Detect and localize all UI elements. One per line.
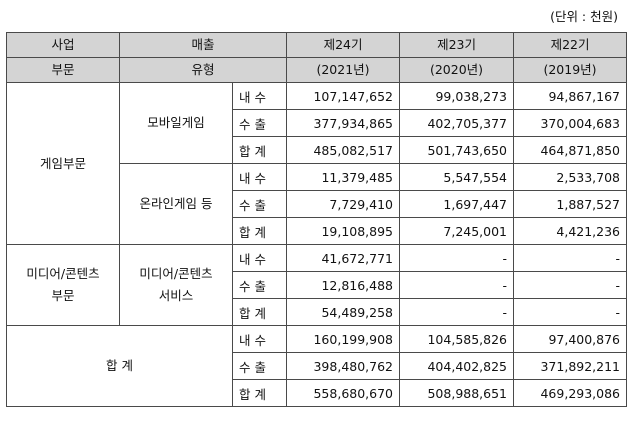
value-cell: - [399, 244, 515, 272]
value-cell: 5,547,554 [399, 163, 515, 191]
total-label-cell: 합 계 [6, 325, 233, 407]
row-label: 수 출 [231, 271, 288, 299]
value-cell: - [399, 298, 515, 326]
table-row: 수 출 7,729,410 1,697,447 1,887,527 [7, 190, 628, 218]
total-label: 합 계 [106, 358, 133, 373]
table-row: 게임부문 모바일게임 내 수 107,147,652 99,038,273 94… [6, 82, 628, 245]
row-label: 수 출 [231, 190, 288, 218]
value-cell: 1,887,527 [513, 190, 628, 218]
header-type-sub: 유형 [118, 57, 288, 83]
header-row-1: 사업 매출 제24기 제23기 제22기 [6, 32, 628, 58]
value-cell: 377,934,865 [286, 109, 401, 137]
value-cell: 469,293,086 [513, 379, 628, 407]
row-label: 합 계 [231, 217, 288, 245]
row-label: 내 수 [231, 244, 288, 272]
table-row: 합 계 54,489,258 - - [7, 298, 628, 326]
value-cell: 160,199,908 [286, 325, 401, 353]
unit-label: (단위 : 천원) [550, 9, 618, 24]
value-cell: 7,245,001 [399, 217, 515, 245]
value-cell: - [513, 244, 628, 272]
value-cell: 11,379,485 [286, 163, 401, 191]
row-label: 내 수 [231, 325, 288, 353]
row-label: 내 수 [231, 163, 288, 191]
value-cell: 12,816,488 [286, 271, 401, 299]
value-cell: 1,697,447 [399, 190, 515, 218]
value-cell: 54,489,258 [286, 298, 401, 326]
table-row: 합 계 19,108,895 7,245,001 4,421,236 [7, 217, 628, 245]
header-row-2: 부문 유형 (2021년) (2020년) (2019년) [6, 57, 628, 83]
header-year-23-sub: (2020년) [399, 57, 515, 83]
table-row: 미디어/콘텐츠 부문 미디어/콘텐츠 서비스 내 수 41,672,771 - … [6, 244, 628, 326]
sales-table: 사업 매출 제24기 제23기 제22기 부문 유형 (2021년) (2020… [6, 32, 628, 407]
header-year-22-sub: (2019년) [513, 57, 628, 83]
value-cell: 501,743,650 [399, 136, 515, 164]
value-cell: 404,402,825 [399, 352, 515, 380]
value-cell: - [399, 271, 515, 299]
header-segment-sub: 부문 [6, 57, 120, 83]
row-label: 수 출 [231, 352, 288, 380]
row-label: 합 계 [231, 298, 288, 326]
product-type-cell: 온라인게임 등 [119, 163, 233, 245]
value-cell: 402,705,377 [399, 109, 515, 137]
segment-cell: 미디어/콘텐츠 부문 [6, 244, 120, 326]
value-cell: - [513, 271, 628, 299]
value-cell: 19,108,895 [286, 217, 401, 245]
value-cell: 464,871,850 [513, 136, 628, 164]
value-cell: 41,672,771 [286, 244, 401, 272]
row-label: 수 출 [231, 109, 288, 137]
product-type-label: 온라인게임 등 [139, 196, 213, 211]
header-year-24-sub: (2021년) [286, 57, 401, 83]
value-cell: 485,082,517 [286, 136, 401, 164]
header-year-24: 제24기 [286, 32, 401, 58]
value-cell: - [513, 298, 628, 326]
product-type-cell: 미디어/콘텐츠 서비스 [119, 244, 233, 326]
value-cell: 4,421,236 [513, 217, 628, 245]
product-type-label: 서비스 [158, 288, 194, 303]
product-type-cell: 모바일게임 [119, 82, 233, 164]
header-year-22: 제22기 [513, 32, 628, 58]
value-cell: 7,729,410 [286, 190, 401, 218]
value-cell: 99,038,273 [399, 82, 515, 110]
value-cell: 371,892,211 [513, 352, 628, 380]
value-cell: 398,480,762 [286, 352, 401, 380]
header-type: 매출 [118, 32, 288, 58]
segment-label: 게임부문 [39, 155, 86, 171]
value-cell: 370,004,683 [513, 109, 628, 137]
product-type-label: 모바일게임 [147, 115, 205, 130]
value-cell: 508,988,651 [399, 379, 515, 407]
product-type-label: 미디어/콘텐츠 [139, 266, 213, 281]
value-cell: 558,680,670 [286, 379, 401, 407]
segment-cell: 게임부문 [6, 82, 120, 245]
value-cell: 97,400,876 [513, 325, 628, 353]
value-cell: 2,533,708 [513, 163, 628, 191]
table-row: 수 출 377,934,865 402,705,377 370,004,683 [7, 109, 628, 137]
value-cell: 94,867,167 [513, 82, 628, 110]
value-cell: 104,585,826 [399, 325, 515, 353]
table-row: 합 계 485,082,517 501,743,650 464,871,850 [7, 136, 628, 164]
segment-label: 부문 [51, 288, 75, 303]
value-cell: 107,147,652 [286, 82, 401, 110]
table-row: 합 계 558,680,670 508,988,651 469,293,086 [7, 379, 628, 407]
table-row: 온라인게임 등 내 수 11,379,485 5,547,554 2,533,7… [7, 163, 628, 245]
row-label: 내 수 [231, 82, 288, 110]
table-row: 합 계 내 수 160,199,908 104,585,826 97,400,8… [6, 325, 628, 407]
row-label: 합 계 [231, 136, 288, 164]
row-label: 합 계 [231, 379, 288, 407]
header-year-23: 제23기 [399, 32, 515, 58]
header-segment: 사업 [6, 32, 120, 58]
segment-label: 미디어/콘텐츠 [26, 266, 100, 281]
